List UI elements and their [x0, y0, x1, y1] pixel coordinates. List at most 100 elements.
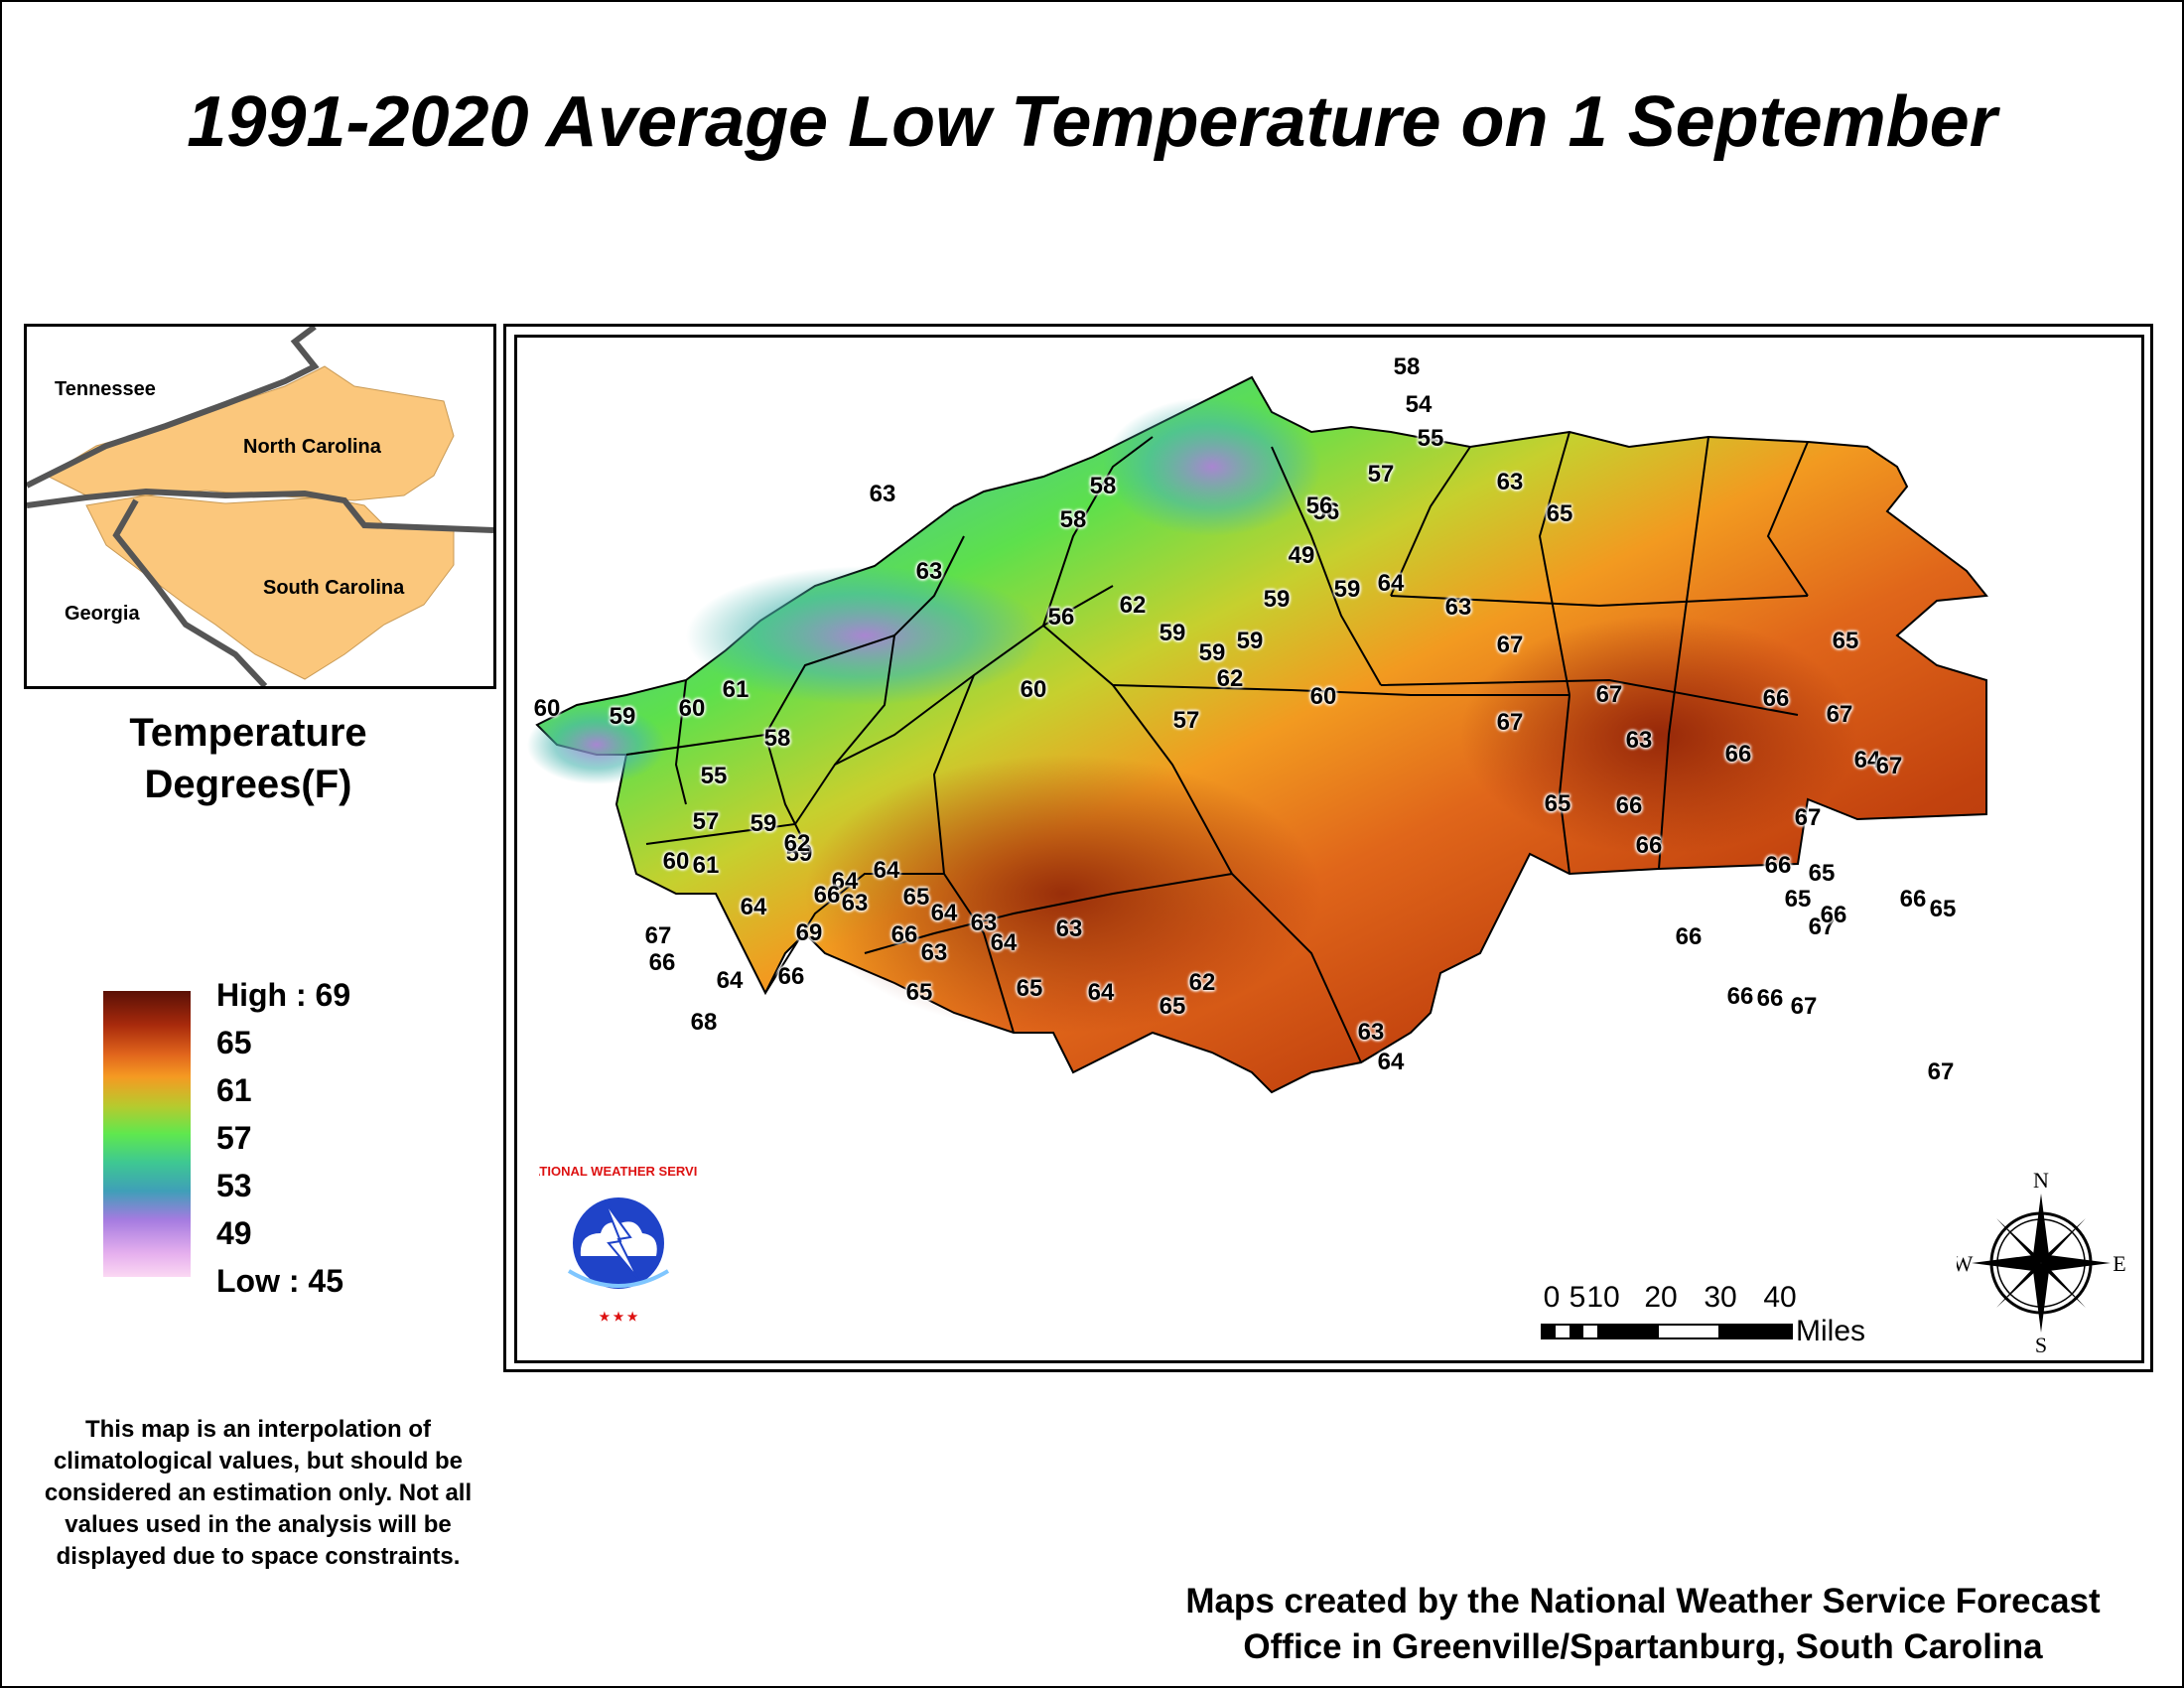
- temperature-label: 64: [930, 900, 958, 926]
- temperature-label: 64: [1377, 1049, 1405, 1075]
- credit-line1: Maps created by the National Weather Ser…: [1185, 1582, 2101, 1620]
- temperature-label: 60: [533, 695, 561, 722]
- temperature-label: 63: [920, 939, 948, 966]
- temperature-label: 59: [1263, 586, 1291, 613]
- temperature-label: 63: [841, 890, 869, 916]
- temperature-label: 56: [1047, 604, 1075, 631]
- temperature-label: 65: [1159, 993, 1186, 1020]
- compass-w: W: [1957, 1251, 1974, 1276]
- temperature-label: 66: [1762, 685, 1790, 712]
- temperature-label: 64: [1853, 747, 1881, 774]
- temperature-label: 58: [1393, 353, 1421, 380]
- temperature-label: 65: [1808, 860, 1836, 887]
- temperature-label: 65: [1784, 886, 1812, 913]
- temperature-label: 65: [1832, 628, 1859, 654]
- temperature-label: 64: [1087, 979, 1115, 1006]
- temperature-label: 64: [831, 868, 859, 895]
- temperature-label: 63: [970, 910, 998, 936]
- temperature-label: 66: [1820, 902, 1847, 928]
- legend-title: Temperature Degrees(F): [60, 707, 437, 810]
- inset-label-north-carolina: North Carolina: [243, 436, 381, 458]
- temperature-label: 67: [1595, 681, 1623, 708]
- temperature-label: 62: [1216, 665, 1244, 692]
- northern-cool-zone: [1103, 397, 1321, 536]
- temperature-label: 65: [1546, 500, 1573, 527]
- temperature-label: 65: [1544, 790, 1571, 817]
- temperature-label: 64: [740, 894, 767, 920]
- temperature-label: 67: [1826, 701, 1853, 728]
- scale-bar-graphic: [1541, 1324, 1793, 1339]
- temperature-label: 59: [1333, 576, 1361, 603]
- temperature-label: 63: [1055, 915, 1083, 942]
- temperature-label: 67: [1496, 632, 1524, 658]
- temperature-label: 59: [785, 840, 813, 867]
- map-frame: 58 54 55 57 63 58 56 49 56 59 59 59 64 63 63 58 62 59 60 59…: [503, 324, 2153, 1372]
- inset-label-tennessee: Tennessee: [55, 378, 156, 400]
- temperature-label: 57: [1367, 461, 1395, 488]
- temperature-label: 64: [990, 929, 1018, 956]
- credit-text: Maps created by the National Weather Ser…: [1122, 1579, 2164, 1670]
- temperature-label: 66: [1764, 852, 1792, 879]
- temperature-label: 66: [1899, 886, 1927, 913]
- compass-e: E: [2113, 1251, 2125, 1276]
- temperature-label: 64: [1377, 570, 1405, 597]
- temperature-label: 63: [1357, 1019, 1385, 1046]
- temperature-label: 66: [648, 949, 676, 976]
- temperature-label: 54: [1405, 391, 1433, 418]
- temperature-label: 66: [890, 921, 918, 948]
- temperature-label: 49: [1288, 542, 1315, 569]
- legend-low-label: Low : 45: [216, 1263, 344, 1299]
- scale-tick-20: 20: [1644, 1281, 1678, 1314]
- disclaimer-text: This map is an interpolation of climatol…: [44, 1416, 473, 1570]
- temperature-label: 63: [1444, 594, 1472, 621]
- scale-tick-40: 40: [1763, 1281, 1797, 1314]
- svg-text:★ ★ ★: ★ ★ ★: [600, 1310, 638, 1324]
- temperature-label: 61: [722, 676, 750, 703]
- temperature-label: 63: [1625, 727, 1653, 754]
- credit-line2: Office in Greenville/Spartanburg, South …: [1243, 1627, 2043, 1666]
- temperature-label: 58: [1089, 473, 1117, 499]
- temperature-label: 66: [1635, 832, 1663, 859]
- temperature-label: 68: [690, 1009, 718, 1036]
- temperature-label: 55: [700, 763, 728, 789]
- temperature-label: 58: [1059, 506, 1087, 533]
- scale-tick-5: 5: [1569, 1281, 1586, 1314]
- inset-label-georgia: Georgia: [65, 603, 140, 625]
- temperature-label: 60: [1309, 683, 1337, 710]
- inset-label-south-carolina: South Carolina: [263, 577, 405, 599]
- nws-logo: ★ ★ ★ NATIONAL WEATHER SERVICE: [539, 1164, 698, 1324]
- temperature-label: 69: [795, 919, 823, 946]
- scale-tick-10: 10: [1586, 1281, 1620, 1314]
- temperature-label: 60: [662, 848, 690, 875]
- legend-tick-61: 61: [216, 1072, 252, 1108]
- temperature-label: 62: [783, 830, 811, 857]
- temperature-label: 67: [1794, 804, 1822, 831]
- temperature-label: 67: [644, 922, 672, 949]
- western-cool-zone: [527, 705, 666, 784]
- scale-unit: Miles: [1796, 1315, 1866, 1347]
- mountain-cool-zone: [686, 566, 1043, 705]
- legend-tick-65: 65: [216, 1025, 252, 1060]
- temperature-label: 67: [1875, 753, 1903, 779]
- legend-tick-57: 57: [216, 1120, 252, 1156]
- nws-logo-text: NATIONAL WEATHER SERVICE: [539, 1164, 698, 1179]
- temperature-label: 59: [1236, 628, 1264, 654]
- temperature-label: 59: [609, 703, 636, 730]
- temperature-label: 65: [902, 884, 930, 911]
- temperature-label: 57: [692, 808, 720, 835]
- temperature-label: 66: [1726, 983, 1754, 1010]
- temperature-label: 58: [763, 725, 791, 752]
- scale-tick-0: 0: [1543, 1281, 1561, 1314]
- legend-title-line2: Degrees(F): [144, 763, 352, 806]
- southern-warm-zone: [805, 755, 1321, 1033]
- temperature-label: 66: [1675, 923, 1703, 950]
- temperature-label: 55: [1417, 425, 1444, 452]
- temperature-label: 65: [1929, 896, 1957, 922]
- compass-s: S: [2035, 1333, 2047, 1355]
- inset-map-graphic: [25, 324, 494, 689]
- legend-tick-53: 53: [216, 1168, 252, 1203]
- temperature-label: 61: [692, 852, 720, 879]
- temperature-label: 66: [813, 882, 841, 909]
- temperature-label: 66: [1724, 741, 1752, 768]
- temperature-label: 63: [1496, 469, 1524, 495]
